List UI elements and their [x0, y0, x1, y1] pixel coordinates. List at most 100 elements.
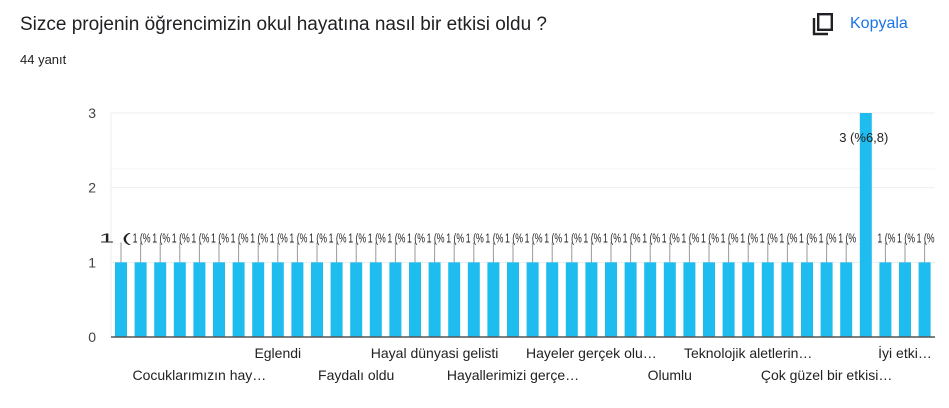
bar	[115, 262, 127, 337]
y-tick-label: 2	[88, 180, 96, 196]
x-tick-label: Çok güzel bir etkisi…	[761, 367, 893, 383]
bar	[232, 262, 245, 337]
data-label: 1 (%	[564, 230, 582, 245]
data-label: 1 (%	[407, 230, 425, 245]
data-label: 1 (%	[289, 230, 307, 245]
data-label: 1 (%	[760, 230, 778, 245]
response-count: 44 yanıt	[20, 52, 67, 67]
copy-button[interactable]: Kopyala	[808, 8, 912, 40]
x-tick-label: Hayeler gerçek olu…	[526, 345, 657, 361]
bar	[428, 262, 441, 337]
data-label: 1 (%	[701, 230, 719, 245]
data-label: 1 (%	[191, 230, 209, 245]
data-label: 1 (%	[466, 230, 484, 245]
bar	[487, 262, 500, 337]
bar	[193, 262, 206, 337]
data-label: 1 (%	[329, 230, 347, 245]
data-label: 1 (%	[721, 230, 739, 245]
bar	[703, 262, 715, 337]
data-label: 1 (%	[250, 230, 268, 245]
bar	[134, 262, 147, 337]
bar	[605, 262, 617, 337]
data-label: 1 (%	[133, 230, 151, 245]
bar	[173, 262, 186, 337]
bar	[311, 262, 323, 337]
data-label: 1 (%	[368, 230, 386, 245]
bar	[369, 262, 382, 337]
bar	[526, 262, 539, 337]
bar	[663, 262, 676, 337]
data-label: 1 (%	[917, 230, 935, 245]
bar	[546, 262, 559, 337]
bar	[389, 262, 402, 337]
y-tick-label: 1	[88, 254, 96, 270]
data-label: 1 (%	[348, 230, 366, 245]
bar	[585, 262, 598, 337]
data-label: 1 (%	[231, 230, 249, 245]
bar	[801, 262, 813, 337]
bar	[722, 262, 735, 337]
data-label: 1 (%	[309, 230, 327, 245]
data-label: 1 (%	[799, 230, 817, 245]
bar	[624, 262, 637, 337]
data-label: 1 (%	[446, 230, 464, 245]
bar	[565, 262, 578, 337]
data-label: 1 (%	[270, 230, 288, 245]
data-label: 1 (%	[525, 230, 543, 245]
bar	[899, 262, 911, 337]
x-tick-label: Eglendi	[254, 345, 301, 361]
data-label: 1 (%	[172, 230, 190, 245]
bar	[879, 262, 892, 337]
data-label: 1 (	[99, 230, 132, 245]
data-label: 1 (%	[623, 230, 641, 245]
data-label: 1 (%	[427, 230, 445, 245]
x-tick-label: Faydalı oldu	[318, 367, 394, 383]
bar	[507, 262, 519, 337]
data-label: 1 (%	[877, 230, 895, 245]
data-label: 3 (%6,8)	[839, 130, 888, 145]
data-label: 1 (%	[603, 230, 621, 245]
bar	[644, 262, 657, 337]
bar	[448, 262, 461, 337]
bar	[820, 262, 833, 337]
bar	[683, 262, 696, 337]
data-label: 1 (%	[779, 230, 797, 245]
data-label: 1 (%	[387, 230, 405, 245]
data-label: 1 (%	[583, 230, 601, 245]
bar	[213, 262, 225, 337]
bar	[252, 262, 265, 337]
x-tick-label: Olumlu	[648, 367, 692, 383]
copy-label: Kopyala	[850, 15, 908, 32]
data-label: 1 (%	[485, 230, 503, 245]
data-label: 1 (%	[897, 230, 915, 245]
data-label: 1 (%	[642, 230, 660, 245]
bar	[330, 262, 343, 337]
data-label: 1 (%	[819, 230, 837, 245]
bar	[409, 262, 421, 337]
copy-icon	[812, 13, 834, 36]
data-label: 1 (%	[505, 230, 523, 245]
y-tick-label: 0	[88, 329, 96, 345]
data-label: 1 (%	[544, 230, 562, 245]
bar	[291, 262, 304, 337]
data-label: 1 (%	[662, 230, 680, 245]
data-label: 1 (%	[211, 230, 229, 245]
bar	[859, 113, 872, 337]
bar	[154, 262, 167, 337]
x-tick-label: Teknolojik aletlerin…	[684, 345, 812, 361]
bar	[918, 262, 931, 337]
x-tick-label: İyi etki…	[878, 344, 932, 361]
bar	[742, 262, 755, 337]
bar	[467, 262, 480, 337]
question-title: Sizce projenin öğrencimizin okul hayatın…	[20, 14, 547, 35]
data-label: 1 (%	[152, 230, 170, 245]
bar	[781, 262, 794, 337]
x-tick-label: Hayallerimizi gerçe…	[447, 367, 579, 383]
data-label: 1 (%	[740, 230, 758, 245]
bar	[840, 262, 853, 337]
bar	[350, 262, 363, 337]
data-label: 1 (%	[838, 230, 856, 245]
bar	[271, 262, 284, 337]
data-label: 1 (%	[681, 230, 699, 245]
